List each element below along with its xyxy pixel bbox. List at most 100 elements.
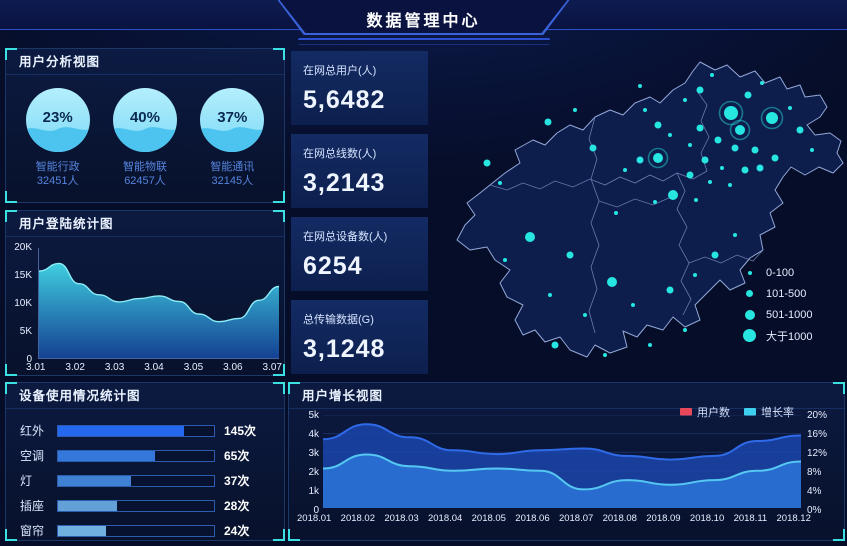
gauge-item: 37% 智能通讯 32145人 <box>192 86 272 188</box>
liquid-gauge: 23% <box>24 86 92 154</box>
device-label: 插座 <box>20 499 45 513</box>
map-legend: 0-100 101-500 501-1000 大于1000 <box>742 262 813 346</box>
gauge-item: 23% 智能行政 32451人 <box>18 86 98 188</box>
stat-card-label: 在网总设备数(人) <box>303 231 388 243</box>
gauge-label: 智能物联 <box>122 161 167 173</box>
bubble-size-icon <box>742 290 757 297</box>
x-tick-label: 3.05 <box>183 362 204 373</box>
title-plate <box>277 0 570 35</box>
y-tick-label: 20K <box>14 242 32 253</box>
y-tick-label: 15K <box>14 270 32 281</box>
gauge-count: 32451人 <box>36 175 79 187</box>
device-value: 28次 <box>224 499 250 513</box>
device-bar-fill <box>58 475 132 486</box>
stat-card-value: 3,2143 <box>303 169 386 197</box>
legend-label: 增长率 <box>761 407 794 419</box>
corner-accent <box>288 382 300 394</box>
map-legend-item[interactable]: 101-500 <box>742 283 813 304</box>
map-inner-borders <box>489 90 764 334</box>
corner-accent <box>5 382 17 394</box>
y-tick-label: 8% <box>807 467 822 478</box>
title-plate-inner <box>279 0 568 33</box>
x-tick-label: 3.01 <box>26 362 46 373</box>
y-tick-label: 1k <box>308 486 319 497</box>
corner-accent <box>5 191 17 203</box>
stat-card: 总传输数据(G) 3,1248 <box>291 300 428 374</box>
corner-accent <box>833 382 845 394</box>
stat-card: 在网总用户(人) 5,6482 <box>291 51 428 125</box>
y-tick-label: 0% <box>807 505 822 516</box>
x-tick-label: 2018.02 <box>340 513 375 524</box>
gauge-item: 40% 智能物联 62457人 <box>105 86 185 188</box>
legend-item[interactable]: 用户数 <box>680 404 730 420</box>
x-tick-label: 3.02 <box>65 362 85 373</box>
corner-accent <box>273 210 285 222</box>
x-tick-label: 2018.09 <box>646 513 681 524</box>
x-tick-label: 2018.03 <box>384 513 419 524</box>
corner-accent <box>5 48 17 60</box>
liquid-gauge-icon <box>200 88 265 152</box>
map-outline <box>456 61 844 358</box>
device-bar-row: 插座 28次 <box>20 497 270 514</box>
y-tick-label: 5K <box>19 326 32 337</box>
title-underline-decoration <box>297 38 550 45</box>
y-tick-label: 5k <box>308 410 319 421</box>
province-bubble-map <box>456 61 844 358</box>
map-legend-item[interactable]: 0-100 <box>742 262 813 283</box>
panel-title-user-growth: 用户增长视图 <box>289 383 844 409</box>
device-bar-row: 空调 65次 <box>20 447 270 464</box>
login-area-chart <box>38 248 279 359</box>
gauge-percent: 23% <box>42 109 73 126</box>
panel-user-analysis: 用户分析视图 23% 智能行政 32451人 40% 智能物联 62457人 <box>5 48 285 203</box>
y-tick-label: 10K <box>14 298 32 309</box>
device-value: 37次 <box>224 474 250 488</box>
bubble-size-icon <box>742 309 757 320</box>
corner-accent <box>273 364 285 376</box>
device-bar-row: 红外 145次 <box>20 422 270 439</box>
y-tick-label: 3k <box>308 448 319 459</box>
gauge-count: 62457人 <box>124 175 166 187</box>
liquid-gauge-icon <box>25 88 90 152</box>
corner-accent <box>273 382 285 394</box>
x-tick-label: 3.06 <box>223 362 243 373</box>
device-value: 24次 <box>224 524 250 538</box>
device-bar-fill <box>58 425 185 436</box>
corner-accent <box>273 529 285 541</box>
panel-title-user-analysis: 用户分析视图 <box>6 49 284 75</box>
map-legend-item[interactable]: 大于1000 <box>742 325 813 346</box>
device-bar-fill <box>58 450 155 461</box>
device-bar-track <box>57 499 215 512</box>
panel-device-usage: 设备使用情况统计图 红外 145次 空调 65次 灯 37次 插座 28次 窗帘 <box>5 382 285 541</box>
device-label: 红外 <box>20 424 45 438</box>
y-tick-label: 20% <box>807 410 828 421</box>
device-value: 65次 <box>224 449 250 463</box>
growth-area-chart <box>323 415 801 508</box>
device-bar-track <box>57 474 215 487</box>
x-tick-label: 2018.07 <box>558 513 594 524</box>
x-tick-label: 2018.05 <box>471 513 506 524</box>
x-tick-label: 3.04 <box>144 362 164 373</box>
corner-accent <box>273 48 285 60</box>
stat-card-value: 6254 <box>303 252 363 280</box>
x-tick-label: 2018.08 <box>602 513 637 524</box>
device-label: 灯 <box>20 474 33 488</box>
y-tick-label: 16% <box>807 429 828 440</box>
stat-card-value: 5,6482 <box>303 86 386 114</box>
device-value: 145次 <box>224 424 257 438</box>
map-legend-label: 0-100 <box>766 266 795 279</box>
legend-item[interactable]: 增长率 <box>744 404 794 420</box>
page-title: 数据管理中心 <box>366 13 481 30</box>
stat-card-column: 在网总用户(人) 5,6482 在网总线数(人) 3,2143 在网总设备数(人… <box>291 51 428 374</box>
stat-card-value: 3,1248 <box>303 335 386 363</box>
map-legend-item[interactable]: 501-1000 <box>742 304 813 325</box>
corner-accent <box>833 529 845 541</box>
map-bubble-layer <box>483 73 814 357</box>
panel-user-growth: 用户增长视图 用户数 增长率 5k 4k 3k 2k 1k 0 20% 16% 12% 8% 4%… <box>288 382 845 541</box>
y-tick-label: 2k <box>308 467 319 478</box>
legend-swatch-icon <box>744 408 756 416</box>
y-tick-label: 4% <box>807 486 822 497</box>
liquid-gauge-icon <box>112 88 177 152</box>
stat-card: 在网总设备数(人) 6254 <box>291 217 428 291</box>
y-tick-label: 12% <box>807 448 828 459</box>
device-bar-fill <box>58 500 118 511</box>
